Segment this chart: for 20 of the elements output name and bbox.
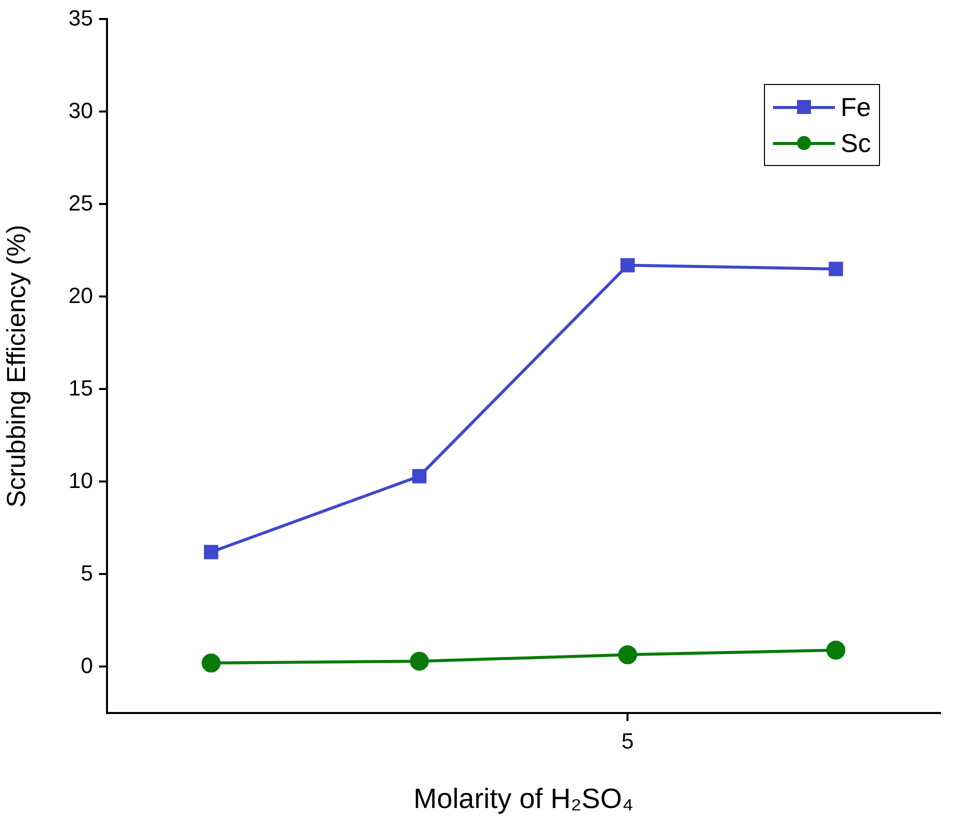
point [826, 640, 846, 660]
point [202, 654, 221, 673]
point [412, 469, 427, 484]
point [618, 645, 638, 664]
y-tick-label: 20 [68, 282, 93, 308]
y-tick-label: 30 [68, 98, 93, 123]
y-axis-title: Scrubbing Efficiency (%) [0, 224, 31, 508]
x-axis-title: Molarity of H₂SO₄ [414, 782, 634, 814]
y-tick-label: 25 [68, 190, 93, 216]
point [828, 262, 844, 276]
legend-label: Sc [840, 128, 871, 158]
point [204, 544, 218, 560]
y-tick-label: 5 [80, 560, 93, 586]
legend-label: Fe [840, 92, 871, 122]
point [620, 258, 635, 272]
y-tick-label: 15 [68, 375, 93, 400]
point [410, 652, 429, 671]
y-tick-label: 0 [80, 652, 93, 678]
y-tick-label: 10 [68, 468, 93, 493]
y-tick-label: 35 [68, 5, 93, 30]
